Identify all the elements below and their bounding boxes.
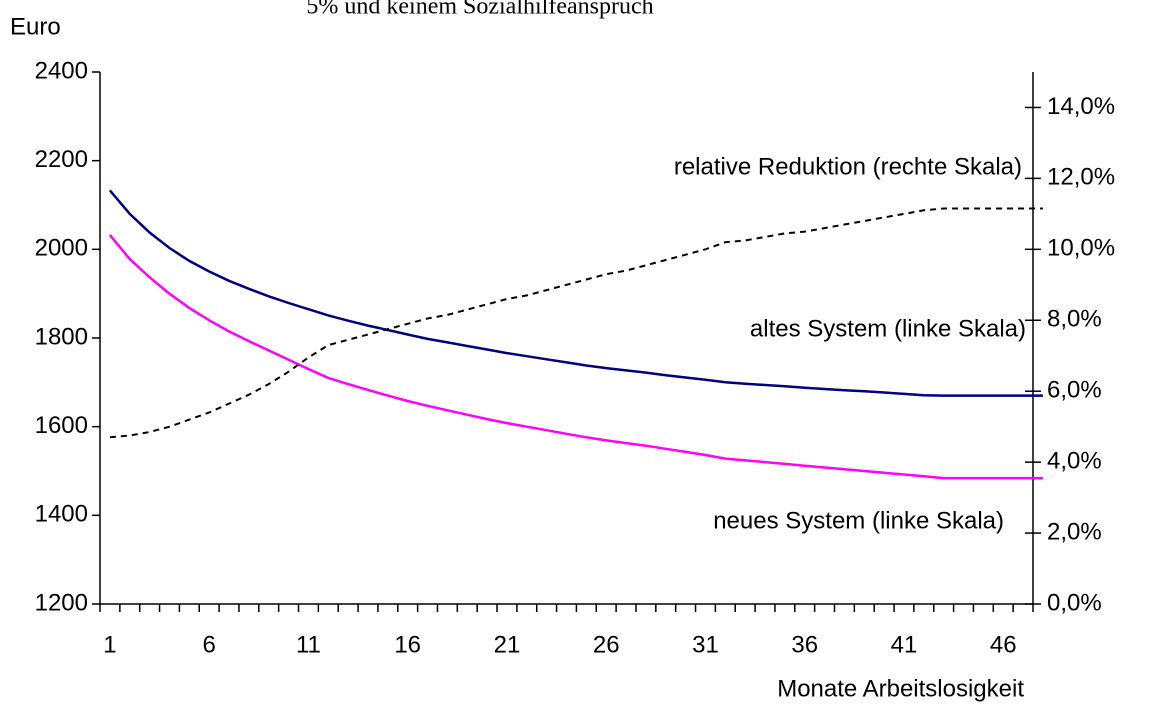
annotation: relative Reduktion (rechte Skala) xyxy=(674,153,1022,180)
series-line xyxy=(109,207,1043,439)
annotation: neues System (linke Skala) xyxy=(713,507,1004,534)
y-axis-label: Euro xyxy=(10,13,61,40)
y-tick-label: 2000 xyxy=(35,235,88,262)
x-tick-label: 6 xyxy=(203,631,216,658)
y-tick-label: 1600 xyxy=(35,412,88,439)
y2-tick-label: 14,0% xyxy=(1047,93,1115,120)
x-tick-label: 41 xyxy=(891,631,918,658)
y2-tick-label: 2,0% xyxy=(1047,518,1102,545)
y-tick-label: 2400 xyxy=(35,57,88,84)
y-tick-label: 1200 xyxy=(35,589,88,616)
y-tick-label: 1800 xyxy=(35,323,88,350)
chart-title: 5% und keinem Sozialhilfeanspruch xyxy=(306,0,653,20)
x-tick-label: 11 xyxy=(296,631,321,658)
annotation: altes System (linke Skala) xyxy=(750,315,1026,342)
y2-tick-label: 0,0% xyxy=(1047,589,1102,616)
y-tick-label: 2200 xyxy=(35,146,88,173)
x-axis-label: Monate Arbeitslosigkeit xyxy=(777,675,1024,702)
x-tick-label: 21 xyxy=(494,631,521,658)
x-tick-label: 46 xyxy=(990,631,1017,658)
x-tick-label: 36 xyxy=(791,631,818,658)
x-tick-label: 31 xyxy=(692,631,719,658)
y2-tick-label: 8,0% xyxy=(1047,306,1102,333)
y2-tick-label: 6,0% xyxy=(1047,377,1102,404)
y2-tick-label: 12,0% xyxy=(1047,164,1115,191)
x-tick-label: 1 xyxy=(103,631,116,658)
x-tick-label: 16 xyxy=(394,631,421,658)
series-line xyxy=(108,234,1043,480)
series-line xyxy=(108,189,1043,397)
y-tick-label: 1400 xyxy=(35,501,88,528)
y2-tick-label: 4,0% xyxy=(1047,447,1102,474)
y2-tick-label: 10,0% xyxy=(1047,235,1115,262)
x-tick-label: 26 xyxy=(593,631,620,658)
